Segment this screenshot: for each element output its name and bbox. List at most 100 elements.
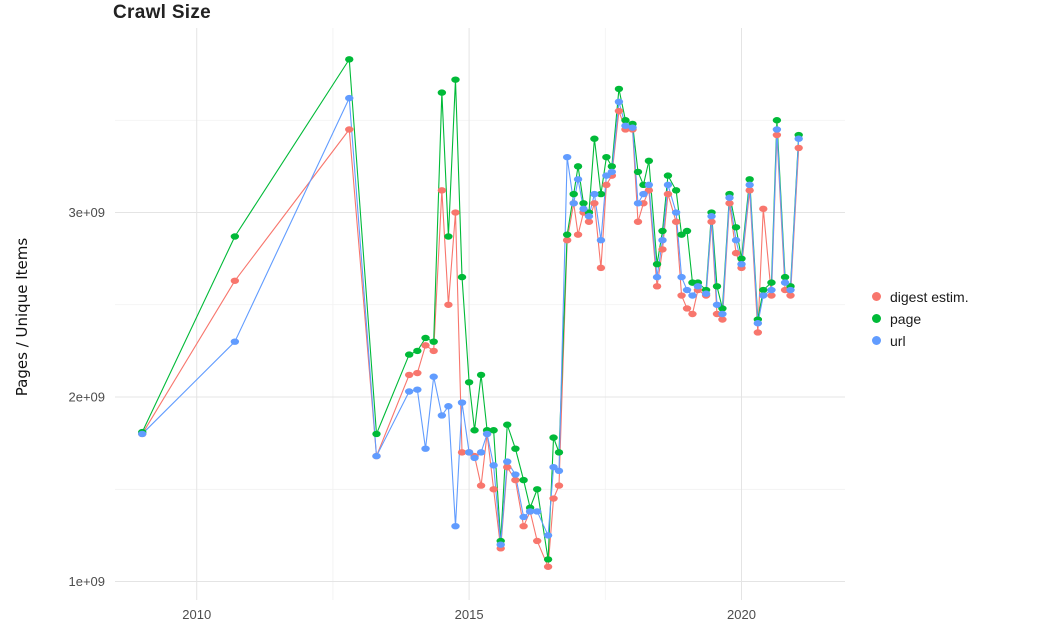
data-point-url [731,236,741,244]
data-point-digest-estim- [519,522,528,530]
data-point-page [573,163,583,170]
data-point-page [614,85,624,93]
data-point-page [345,56,354,63]
data-point-digest-estim- [725,200,734,207]
data-point-page [579,200,588,207]
data-point-url [767,286,776,294]
data-point-page [652,260,662,268]
data-point-url [579,205,588,213]
series-line-digest-estim- [141,110,800,568]
data-point-url [621,122,630,129]
data-point-url [476,449,486,456]
chart-title: Crawl Size [113,2,212,23]
data-point-url [533,508,542,515]
data-point-url [786,286,795,294]
data-point-digest-estim- [549,495,558,502]
data-point-url [584,213,594,220]
data-point-page [718,305,727,312]
data-point-url [470,454,479,462]
x-tick-label: 2020 [727,607,756,622]
data-point-digest-estim- [677,292,686,299]
data-point-url [725,194,734,201]
legend-label-url: url [890,332,906,349]
data-point-page [590,135,599,142]
x-tick-label: 2010 [182,607,211,622]
data-point-page [230,233,240,240]
data-point-digest-estim- [794,144,803,152]
data-point-url [644,181,654,189]
data-point-url [496,541,505,548]
data-point-page [602,153,611,161]
data-point-digest-estim- [404,371,414,379]
data-point-url [573,176,583,183]
legend-label-page: page [890,310,922,327]
data-point-digest-estim- [437,187,447,194]
data-point-digest-estim- [614,107,624,115]
data-point-url [602,172,611,179]
data-point-digest-estim- [731,249,741,257]
data-point-url [444,403,453,410]
data-point-digest-estim- [584,218,594,225]
data-point-url [780,279,790,286]
data-point-digest-estim- [652,283,662,290]
data-point-page [549,434,558,441]
data-point-url [519,513,528,521]
data-point-url [753,320,763,327]
legend: digest estim. page url [872,288,969,349]
data-point-url [794,135,803,142]
data-point-url [614,98,624,106]
data-point-page [596,190,606,198]
data-point-digest-estim- [543,563,553,570]
data-point-page [767,279,776,286]
data-point-url [688,292,697,299]
data-point-page [677,231,686,238]
data-point-url [138,430,147,438]
data-point-page [671,187,681,194]
data-point-url [413,386,422,393]
data-point-digest-estim- [230,277,240,284]
data-point-digest-estim- [633,218,643,225]
data-point-page [569,190,578,198]
series-line-url [141,97,800,546]
data-point-page [470,427,479,434]
data-point-url [639,190,648,198]
data-point-digest-estim- [562,236,572,244]
data-point-page [562,231,572,238]
data-point-digest-estim- [554,482,564,489]
data-point-digest-estim- [457,449,467,456]
data-point-digest-estim- [671,218,681,225]
data-point-url [511,471,520,478]
data-point-digest-estim- [503,463,512,471]
data-point-page [644,157,654,165]
data-point-digest-estim- [489,486,498,493]
legend-dot-digest-estim-icon [872,292,881,301]
data-point-url [759,292,768,299]
data-point-page [663,172,673,179]
data-point-url [549,463,558,471]
data-point-page [511,445,520,452]
data-point-url [230,338,240,345]
data-point-digest-estim- [767,292,776,299]
data-point-url [429,373,438,380]
data-point-page [413,347,422,355]
data-point-page [464,379,474,386]
data-point-page [519,476,528,484]
data-point-page [745,176,754,183]
data-point-url [712,301,722,308]
data-point-digest-estim- [718,316,727,323]
data-point-page [554,449,564,456]
data-point-url [633,200,643,207]
data-point-url [525,508,535,515]
data-point-url [543,532,553,539]
data-point-digest-estim- [786,292,795,299]
data-point-url [569,200,578,207]
data-point-page [633,168,643,176]
data-point-url [652,273,662,281]
legend-label-digest-estim: digest estim. [890,288,969,305]
data-point-digest-estim- [413,369,422,377]
data-point-digest-estim- [658,246,667,253]
data-point-page [682,227,692,235]
data-point-digest-estim- [602,181,611,189]
data-point-url [372,452,381,460]
data-point-page [372,430,381,438]
